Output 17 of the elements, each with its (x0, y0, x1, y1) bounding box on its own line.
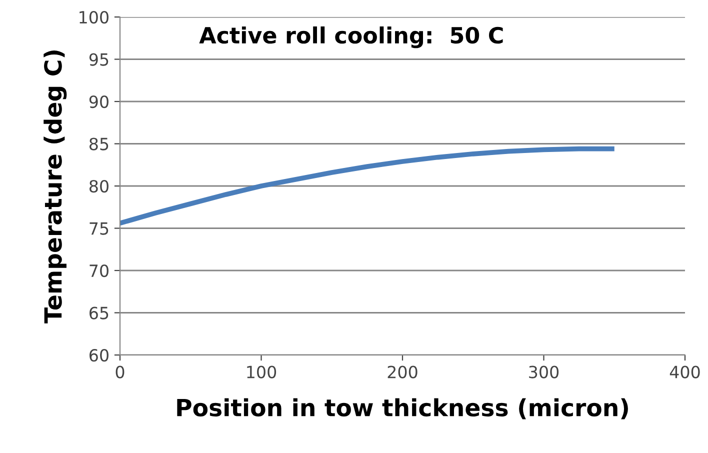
y-tick-label: 80 (90, 180, 108, 193)
y-tick-label: 65 (90, 306, 108, 320)
annotation: Active roll cooling: 50 C (199, 26, 503, 48)
y-tick-label: 95 (89, 53, 108, 66)
y-tick-label: 75 (90, 222, 108, 235)
y-tick-label: 85 (90, 138, 108, 150)
y-tick-label: 90 (89, 95, 108, 108)
x-tick-label: 100 (247, 366, 276, 378)
y-tick-label: 100 (80, 10, 108, 24)
y-tick-label: 70 (90, 264, 108, 278)
x-tick-label: 400 (670, 366, 700, 378)
x-tick-label: 200 (388, 366, 418, 378)
y-axis-title: Temperature (deg C) (44, 50, 67, 324)
x-axis-title: Position in tow thickness (micron) (177, 398, 628, 420)
x-tick-label: 0 (116, 366, 124, 378)
x-tick-label: 300 (529, 366, 559, 378)
y-tick-label: 60 (90, 348, 108, 362)
